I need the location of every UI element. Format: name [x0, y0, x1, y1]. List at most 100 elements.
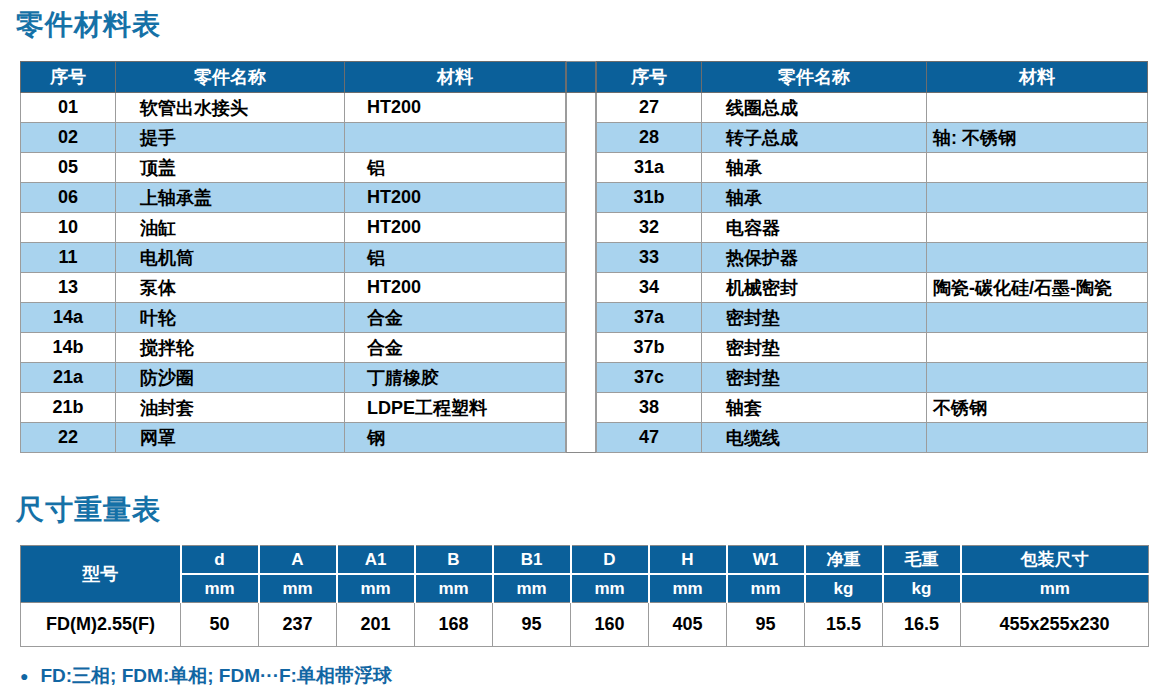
part-material-cell — [927, 213, 1148, 243]
part-name-cell: 机械密封 — [702, 273, 927, 303]
parts-section-title: 零件材料表 — [16, 6, 1148, 44]
part-number-cell: 38 — [597, 393, 702, 423]
part-material-cell: HT200 — [345, 183, 566, 213]
part-name-cell: 热保护器 — [702, 243, 927, 273]
dim-col-unit: mm — [727, 574, 805, 603]
datasheet-page: 零件材料表 序号 零件名称 材料 01软管出水接头HT20002提手05顶盖铝0… — [0, 0, 1169, 689]
dim-col-unit: mm — [259, 574, 337, 603]
dim-col-label: D — [571, 546, 649, 575]
parts-table-row: 33热保护器 — [597, 243, 1148, 273]
part-material-cell — [927, 243, 1148, 273]
part-number-cell: 34 — [597, 273, 702, 303]
parts-table-row: 37b密封垫 — [597, 333, 1148, 363]
parts-table-row: 06上轴承盖HT200 — [21, 183, 566, 213]
parts-table-row: 13泵体HT200 — [21, 273, 566, 303]
dim-value-cell: 455x255x230 — [961, 603, 1149, 647]
parts-table-row: 32电容器 — [597, 213, 1148, 243]
parts-table-row: 31b轴承 — [597, 183, 1148, 213]
dim-value-cell: 16.5 — [883, 603, 961, 647]
dim-value-cell: 15.5 — [805, 603, 883, 647]
dim-value-cell: 95 — [727, 603, 805, 647]
parts-table-row: 14b搅拌轮合金 — [21, 333, 566, 363]
dim-value-cell: 237 — [259, 603, 337, 647]
parts-table-left: 序号 零件名称 材料 01软管出水接头HT20002提手05顶盖铝06上轴承盖H… — [20, 61, 566, 453]
part-name-cell: 软管出水接头 — [116, 93, 345, 123]
footnote: ● FD:三相; FDM:单相; FDM···F:单相带浮球 — [20, 663, 1148, 689]
parts-table-row: 01软管出水接头HT200 — [21, 93, 566, 123]
part-name-cell: 网罩 — [116, 423, 345, 453]
part-number-cell: 21b — [21, 393, 116, 423]
dim-header-units-row: mmmmmmmmmmmmmmmmkgkgmm — [21, 574, 1149, 603]
col-header-material: 材料 — [927, 62, 1148, 93]
part-material-cell: 铝 — [345, 153, 566, 183]
part-material-cell: 陶瓷-碳化硅/石墨-陶瓷 — [927, 273, 1148, 303]
part-material-cell: 合金 — [345, 303, 566, 333]
dim-value-cell: 160 — [571, 603, 649, 647]
dim-col-unit: mm — [961, 574, 1149, 603]
dim-col-unit: mm — [493, 574, 571, 603]
part-number-cell: 37a — [597, 303, 702, 333]
parts-table-row: 28转子总成轴: 不锈钢 — [597, 123, 1148, 153]
part-number-cell: 02 — [21, 123, 116, 153]
dim-table-row: FD(M)2.55(F)50237201168951604059515.516.… — [21, 603, 1149, 647]
part-number-cell: 31a — [597, 153, 702, 183]
part-number-cell: 37c — [597, 363, 702, 393]
part-number-cell: 47 — [597, 423, 702, 453]
part-number-cell: 32 — [597, 213, 702, 243]
dim-col-label: 毛重 — [883, 546, 961, 575]
part-number-cell: 11 — [21, 243, 116, 273]
parts-table-row: 22网罩钢 — [21, 423, 566, 453]
parts-table-row: 27线圈总成 — [597, 93, 1148, 123]
dim-col-unit: kg — [805, 574, 883, 603]
bullet-icon: ● — [20, 669, 28, 683]
part-name-cell: 密封垫 — [702, 363, 927, 393]
parts-table-row: 10油缸HT200 — [21, 213, 566, 243]
part-number-cell: 21a — [21, 363, 116, 393]
parts-table-row: 47电缆线 — [597, 423, 1148, 453]
part-name-cell: 防沙圈 — [116, 363, 345, 393]
col-header-part-name: 零件名称 — [702, 62, 927, 93]
part-name-cell: 上轴承盖 — [116, 183, 345, 213]
part-material-cell — [927, 153, 1148, 183]
part-material-cell: HT200 — [345, 93, 566, 123]
part-number-cell: 13 — [21, 273, 116, 303]
parts-tables-container: 序号 零件名称 材料 01软管出水接头HT20002提手05顶盖铝06上轴承盖H… — [20, 61, 1148, 453]
part-material-cell — [927, 183, 1148, 213]
parts-table-row: 34机械密封陶瓷-碳化硅/石墨-陶瓷 — [597, 273, 1148, 303]
part-material-cell: 轴: 不锈钢 — [927, 123, 1148, 153]
part-number-cell: 27 — [597, 93, 702, 123]
parts-table-right-header-row: 序号 零件名称 材料 — [597, 62, 1148, 93]
part-number-cell: 14a — [21, 303, 116, 333]
dim-col-label: 包装尺寸 — [961, 546, 1149, 575]
dim-value-cell: 95 — [493, 603, 571, 647]
part-name-cell: 电缆线 — [702, 423, 927, 453]
part-name-cell: 线圈总成 — [702, 93, 927, 123]
part-name-cell: 顶盖 — [116, 153, 345, 183]
model-cell: FD(M)2.55(F) — [21, 603, 181, 647]
dim-col-label: W1 — [727, 546, 805, 575]
dim-col-unit: mm — [571, 574, 649, 603]
part-number-cell: 14b — [21, 333, 116, 363]
col-header-no: 序号 — [597, 62, 702, 93]
col-header-part-name: 零件名称 — [116, 62, 345, 93]
table-gap-column — [566, 61, 596, 453]
dim-col-label: A — [259, 546, 337, 575]
part-number-cell: 31b — [597, 183, 702, 213]
part-name-cell: 轴套 — [702, 393, 927, 423]
parts-table-right: 序号 零件名称 材料 27线圈总成28转子总成轴: 不锈钢31a轴承31b轴承3… — [596, 61, 1148, 453]
parts-table-row: 21b油封套LDPE工程塑料 — [21, 393, 566, 423]
dim-col-label: d — [181, 546, 259, 575]
dim-col-unit: mm — [649, 574, 727, 603]
part-name-cell: 油封套 — [116, 393, 345, 423]
part-name-cell: 电容器 — [702, 213, 927, 243]
part-number-cell: 05 — [21, 153, 116, 183]
part-number-cell: 22 — [21, 423, 116, 453]
part-number-cell: 06 — [21, 183, 116, 213]
part-material-cell: 铝 — [345, 243, 566, 273]
part-name-cell: 提手 — [116, 123, 345, 153]
dim-col-label: A1 — [337, 546, 415, 575]
parts-table-row: 31a轴承 — [597, 153, 1148, 183]
parts-table-row: 14a叶轮合金 — [21, 303, 566, 333]
part-material-cell — [345, 123, 566, 153]
part-number-cell: 33 — [597, 243, 702, 273]
